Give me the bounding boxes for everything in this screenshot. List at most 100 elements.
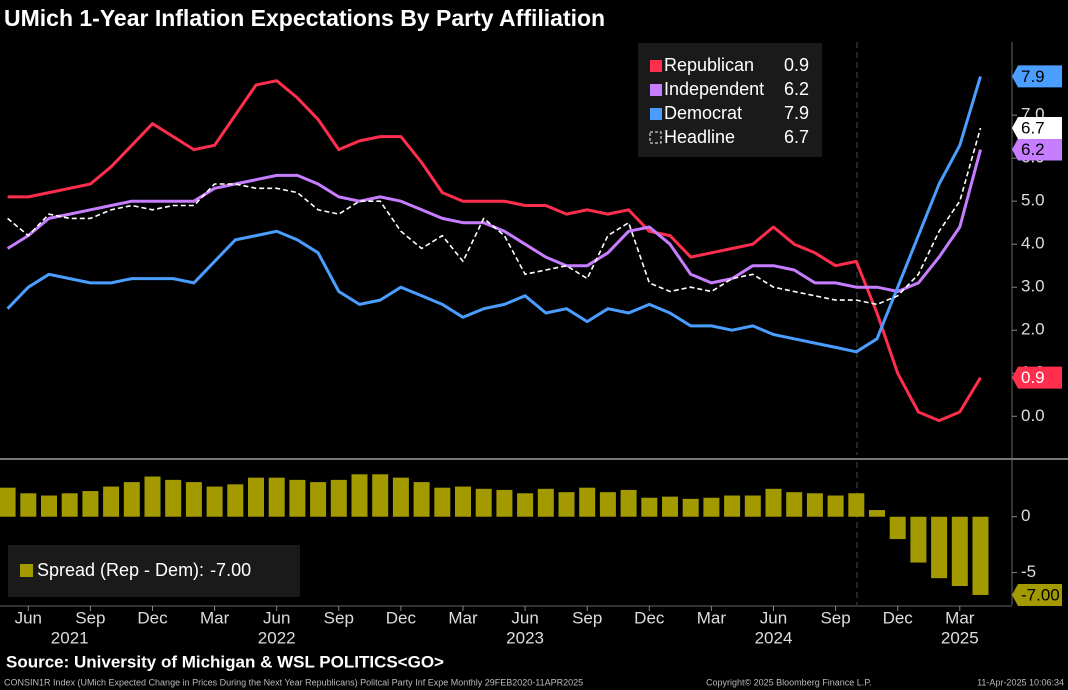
x-tick-label: Dec: [883, 608, 914, 627]
bar: [0, 487, 16, 517]
footnote: CONSIN1R Index (UMich Expected Change in…: [4, 677, 583, 687]
legend-swatch: [650, 84, 662, 96]
x-tick-label: Mar: [200, 608, 230, 627]
bar: [434, 487, 451, 517]
x-tick-label: Sep: [820, 608, 850, 627]
bar: [579, 487, 596, 517]
x-year-label: 2024: [755, 628, 793, 647]
bar: [682, 498, 699, 517]
chart-title: UMich 1-Year Inflation Expectations By P…: [4, 5, 605, 31]
y-tick-label: 2.0: [1021, 320, 1045, 339]
bar: [951, 516, 968, 587]
legend-value: -7.00: [210, 560, 251, 580]
bar: [310, 482, 327, 517]
x-year-label: 2025: [941, 628, 979, 647]
bar: [558, 492, 575, 517]
bar: [848, 493, 865, 517]
legend-label: Independent: [664, 79, 764, 99]
x-tick-label: Dec: [386, 608, 417, 627]
bar: [185, 482, 202, 517]
bar: [144, 476, 161, 517]
bar: [61, 493, 78, 517]
x-tick-label: Sep: [572, 608, 602, 627]
x-tick-label: Jun: [760, 608, 787, 627]
y-tick-label: 0: [1021, 506, 1030, 525]
bar: [475, 488, 492, 517]
bar: [662, 496, 678, 517]
bar: [517, 493, 534, 517]
bar: [82, 491, 99, 517]
bar: [330, 479, 347, 517]
bar: [599, 492, 616, 517]
x-tick-label: Jun: [511, 608, 538, 627]
value-tag: 7.9: [1021, 67, 1045, 86]
y-tick-label: 4.0: [1021, 234, 1045, 253]
bar: [972, 516, 989, 595]
value-tag: 6.2: [1021, 140, 1045, 159]
x-tick-label: Mar: [448, 608, 478, 627]
y-tick-label: 0.0: [1021, 406, 1045, 425]
legend-value: 6.7: [784, 127, 809, 147]
bar: [268, 477, 285, 517]
value-tag-bg: [1012, 583, 1062, 606]
series-line: [7, 79, 982, 423]
legend-box: [8, 545, 300, 597]
x-tick-label: Dec: [137, 608, 168, 627]
legend-value: 6.2: [784, 79, 809, 99]
source: Source: University of Michigan & WSL POL…: [6, 652, 444, 671]
bar: [123, 482, 140, 517]
legend-value: 0.9: [784, 55, 809, 75]
bar: [165, 479, 182, 517]
bar: [724, 495, 741, 517]
series-line: [6, 75, 982, 354]
bar: [620, 489, 637, 517]
timestamp: 11-Apr-2025 10:06:34: [977, 677, 1064, 687]
bar: [889, 516, 906, 540]
bar: [372, 474, 389, 517]
bar: [744, 495, 761, 517]
value-tag-bg: [1012, 366, 1062, 389]
x-tick-label: Mar: [697, 608, 727, 627]
bar: [41, 495, 57, 517]
value-tag-bg: [1012, 138, 1062, 161]
x-year-label: 2021: [51, 628, 89, 647]
bar: [786, 492, 803, 517]
copyright: Copyright© 2025 Bloomberg Finance L.P.: [706, 677, 872, 687]
bar: [289, 479, 306, 517]
y-tick-label: 5.0: [1021, 191, 1045, 210]
bar: [765, 488, 782, 517]
bar: [103, 486, 120, 517]
legend-swatch: [650, 108, 662, 120]
x-tick-label: Sep: [75, 608, 105, 627]
bar: [20, 493, 37, 517]
legend-swatch: [649, 131, 662, 144]
bar: [455, 486, 471, 517]
x-tick-label: Mar: [945, 608, 975, 627]
bar: [827, 495, 844, 517]
x-year-label: 2023: [506, 628, 544, 647]
bar: [496, 489, 513, 517]
legend-label: Republican: [664, 55, 754, 75]
bar: [206, 486, 223, 517]
bar: [413, 482, 430, 517]
legend-swatch: [20, 564, 33, 577]
value-tag-bg: [1012, 117, 1062, 140]
bar: [351, 474, 368, 517]
legend-label: Headline: [664, 127, 735, 147]
y-tick-label: 3.0: [1021, 277, 1045, 296]
bar: [641, 497, 658, 517]
bar: [537, 488, 554, 517]
y-tick-label: -5: [1021, 562, 1036, 581]
legend-label: Democrat: [664, 103, 742, 123]
bar: [703, 497, 720, 517]
x-tick-label: Jun: [263, 608, 290, 627]
bar: [910, 516, 927, 563]
bar: [806, 493, 823, 517]
value-tag: 0.9: [1021, 368, 1045, 387]
bar: [931, 516, 948, 579]
x-tick-label: Dec: [634, 608, 665, 627]
bar: [869, 510, 885, 517]
legend-label: Spread (Rep - Dem):: [37, 560, 204, 580]
x-tick-label: Jun: [15, 608, 42, 627]
